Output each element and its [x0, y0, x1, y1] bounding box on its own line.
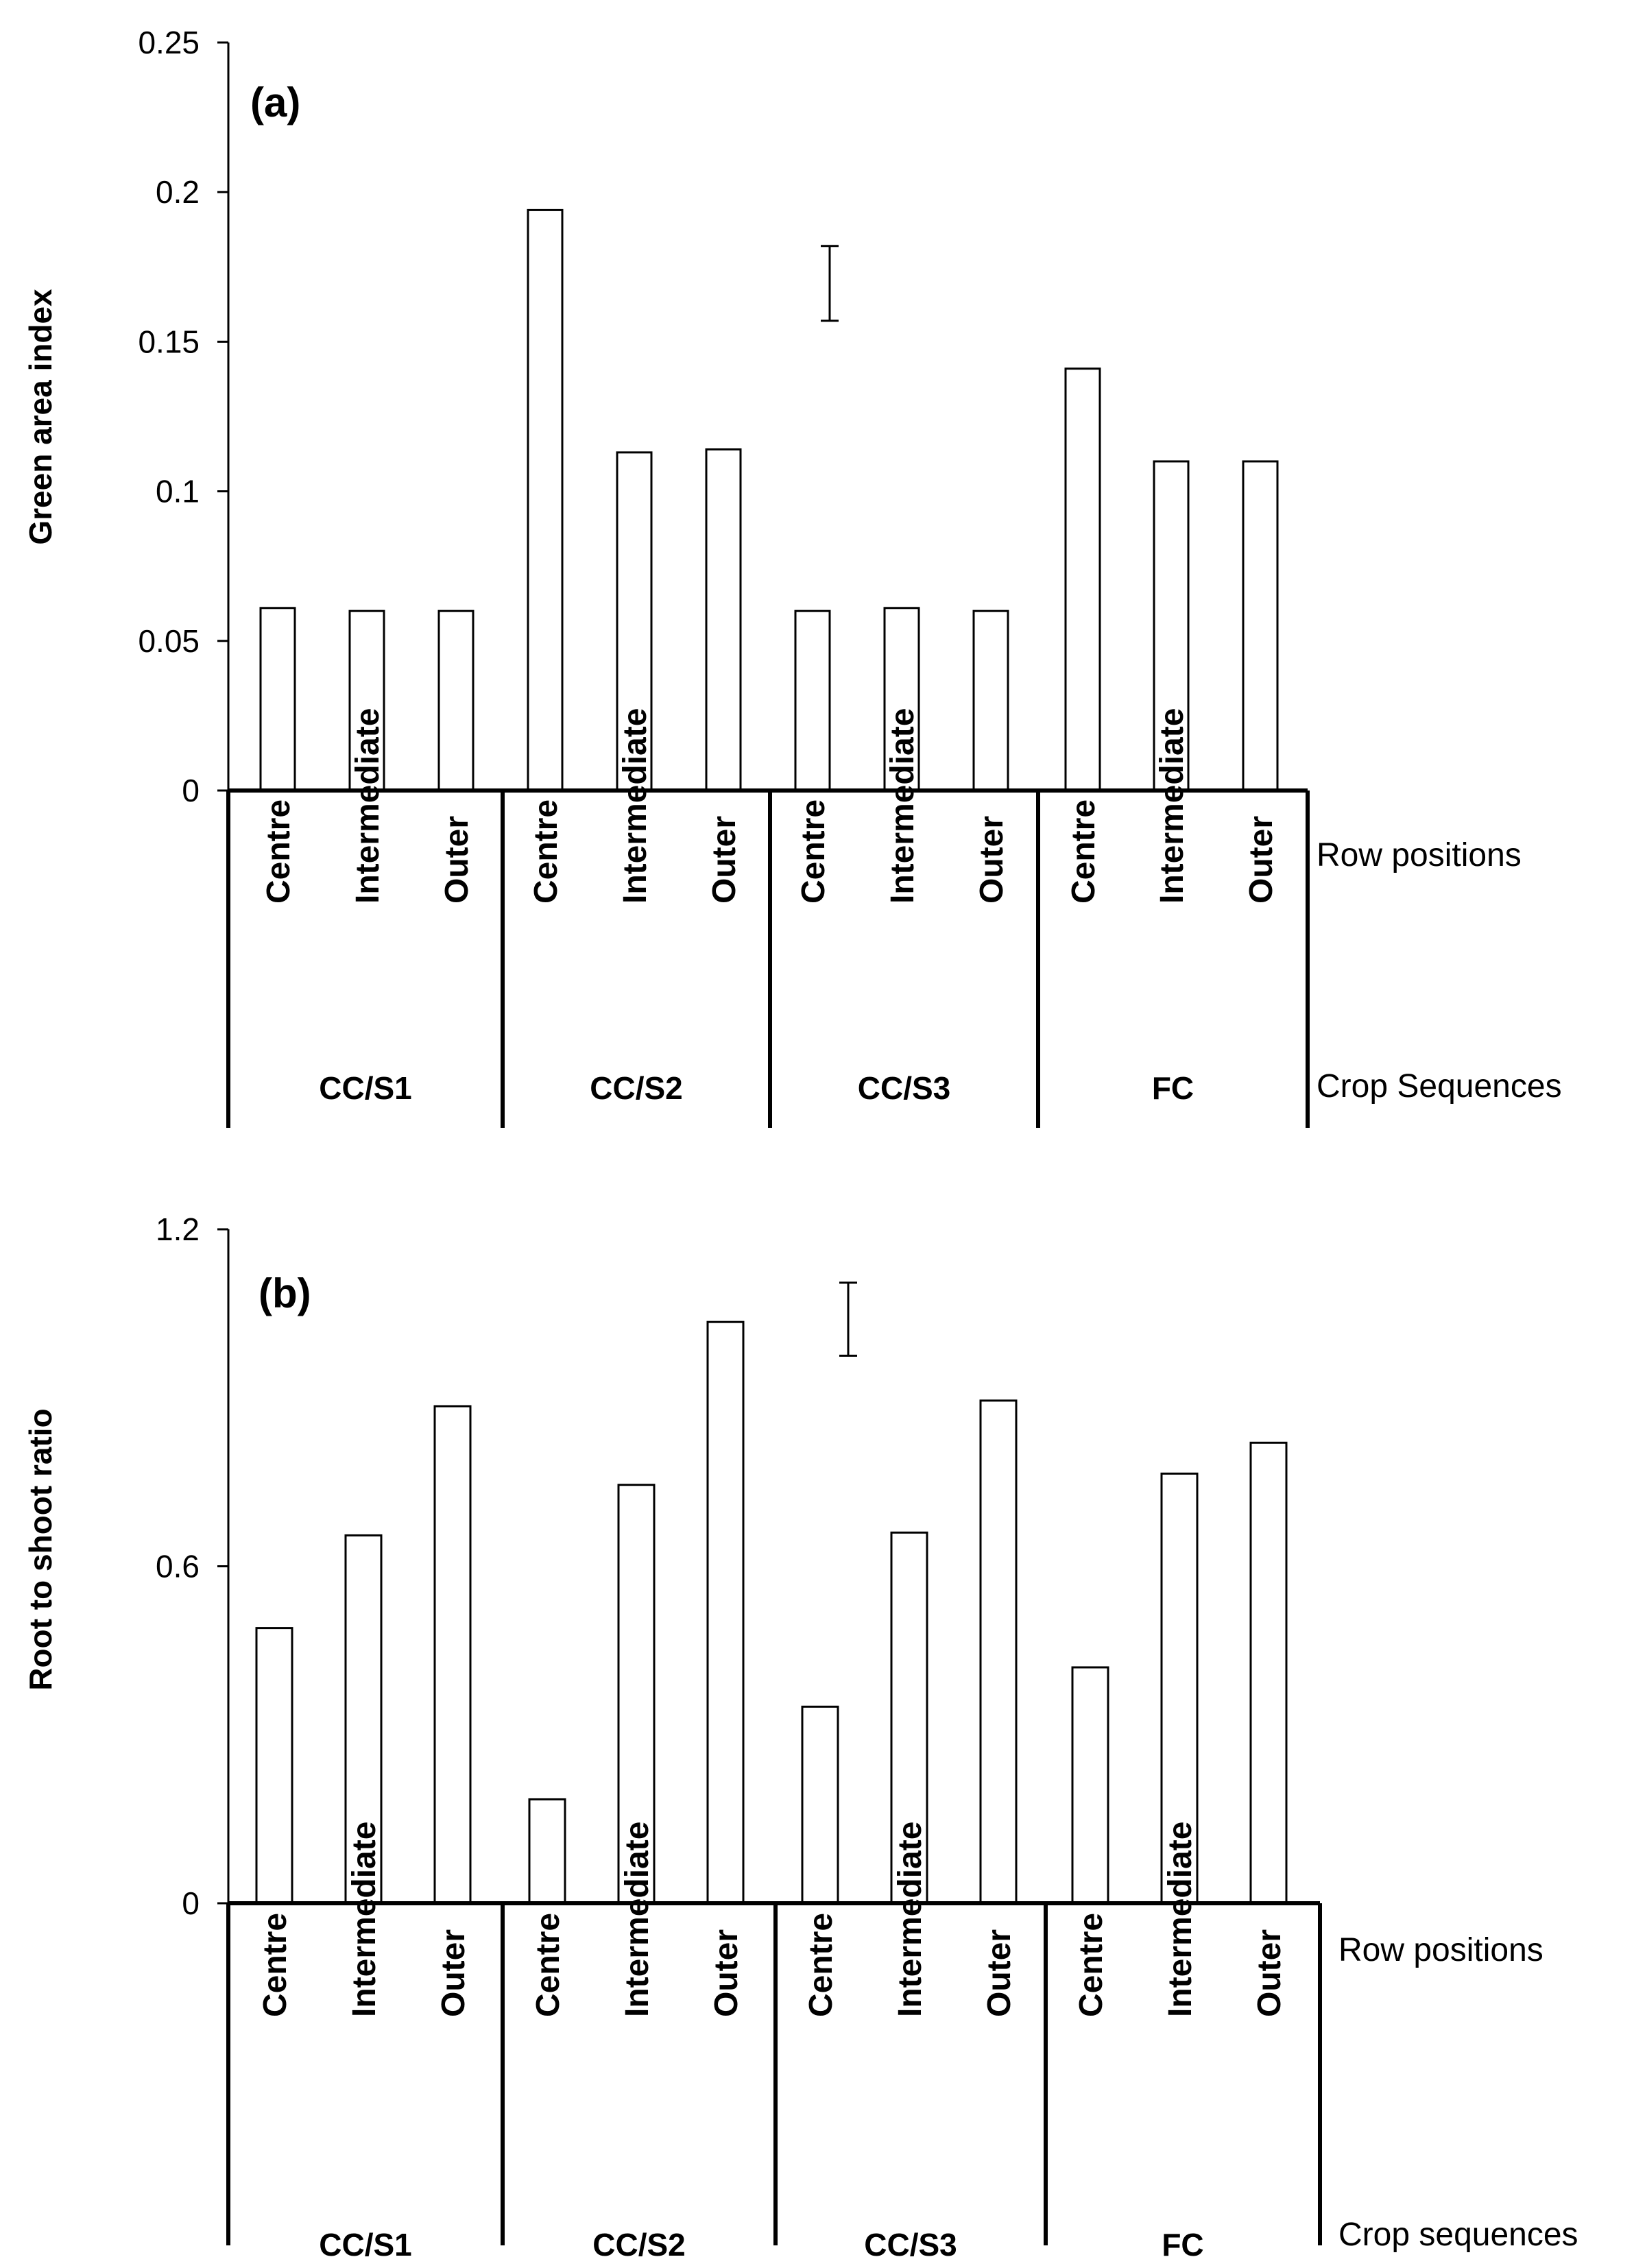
- p1-bar: [616, 451, 653, 792]
- p1-row-position-label: Centre: [528, 799, 564, 904]
- p2-bar: [979, 1399, 1018, 1905]
- p2-row-position-label: Outer: [708, 1929, 745, 2017]
- p2-row-position-label: Intermediate: [346, 1822, 383, 2017]
- p2-row-position-label: Centre: [530, 1913, 566, 2017]
- p2-row-positions-title: Row positions: [1338, 1932, 1543, 1968]
- p2-row-position-label: Outer: [981, 1929, 1018, 2017]
- p1-bar: [527, 208, 564, 792]
- p2-crop-sequences-title: Crop sequences: [1338, 2217, 1578, 2253]
- p1-bar: [794, 610, 831, 792]
- p1-y-tick-label: 0.25: [138, 25, 200, 60]
- p1-crop-sequence-label: CC/S1: [319, 1070, 411, 1106]
- p2-crop-sequence-label: CC/S2: [592, 2227, 685, 2263]
- p2-row-position-label: Centre: [1073, 1913, 1109, 2017]
- p1-row-position-label: Intermediate: [350, 708, 386, 904]
- p2-row-position-label: Outer: [435, 1929, 472, 2017]
- p2-bar: [1249, 1441, 1288, 1905]
- p2-bar: [433, 1405, 472, 1905]
- p1-bar: [259, 607, 296, 792]
- p1-y-tick-label: 0: [182, 773, 200, 808]
- p1-y-tick-label: 0.15: [138, 324, 200, 359]
- p2-row-position-label: Intermediate: [892, 1822, 928, 2017]
- p1-row-position-label: Outer: [1243, 816, 1279, 904]
- p1-row-position-label: Intermediate: [1154, 708, 1190, 904]
- p1-row-position-label: Outer: [974, 816, 1010, 904]
- p1-y-tick-label: 0.2: [156, 174, 200, 210]
- p1-bar: [1064, 367, 1101, 792]
- p1-bar: [883, 607, 920, 792]
- p2-crop-sequence-label: CC/S1: [319, 2227, 411, 2263]
- p1-row-position-label: Centre: [795, 799, 832, 904]
- p1-crop-sequence-label: CC/S2: [590, 1070, 682, 1106]
- p2-bar: [528, 1798, 566, 1905]
- p1-y-tick-label: 0.05: [138, 623, 200, 659]
- p2-bar: [801, 1705, 839, 1905]
- p1-y-axis-label: Green area index: [23, 289, 58, 545]
- p2-crop-sequence-label: FC: [1162, 2227, 1203, 2263]
- p2-bar: [890, 1531, 928, 1905]
- p2-bar: [706, 1320, 745, 1905]
- p2-y-tick-label: 1.2: [156, 1211, 200, 1247]
- p2-panel-label: (b): [259, 1270, 311, 1316]
- p1-bar: [972, 610, 1009, 792]
- p2-y-axis-label: Root to shoot ratio: [23, 1408, 58, 1690]
- p1-row-position-label: Centre: [1066, 799, 1102, 904]
- p2-bar: [1071, 1666, 1109, 1905]
- p1-crop-sequence-label: FC: [1152, 1070, 1194, 1106]
- p1-panel-label: (a): [250, 80, 300, 125]
- p2-bar: [344, 1534, 383, 1905]
- p2-bar: [255, 1627, 293, 1905]
- p2-crop-sequence-label: CC/S3: [864, 2227, 957, 2263]
- p1-bar: [437, 610, 474, 792]
- p2-bar: [1160, 1472, 1199, 1905]
- p1-crop-sequences-title: Crop Sequences: [1317, 1068, 1562, 1105]
- p1-bar: [705, 448, 742, 792]
- p1-y-tick-label: 0.1: [156, 474, 200, 509]
- p1-row-position-label: Centre: [261, 799, 297, 904]
- p1-crop-sequence-label: CC/S3: [858, 1070, 950, 1106]
- p2-row-position-label: Intermediate: [619, 1822, 656, 2017]
- p2-y-tick-label: 0.6: [156, 1549, 200, 1584]
- p2-row-position-label: Centre: [803, 1913, 839, 2017]
- p1-row-positions-title: Row positions: [1317, 837, 1522, 873]
- p1-row-position-label: Outer: [706, 816, 743, 904]
- p2-row-position-label: Intermediate: [1162, 1822, 1199, 2017]
- p2-row-position-label: Outer: [1251, 1929, 1288, 2017]
- p2-row-position-label: Centre: [257, 1913, 293, 2017]
- p1-bar: [1242, 460, 1279, 792]
- p1-row-position-label: Outer: [439, 816, 475, 904]
- p2-y-tick-label: 0: [182, 1885, 200, 1921]
- p1-row-position-label: Intermediate: [617, 708, 653, 904]
- p1-row-position-label: Intermediate: [885, 708, 921, 904]
